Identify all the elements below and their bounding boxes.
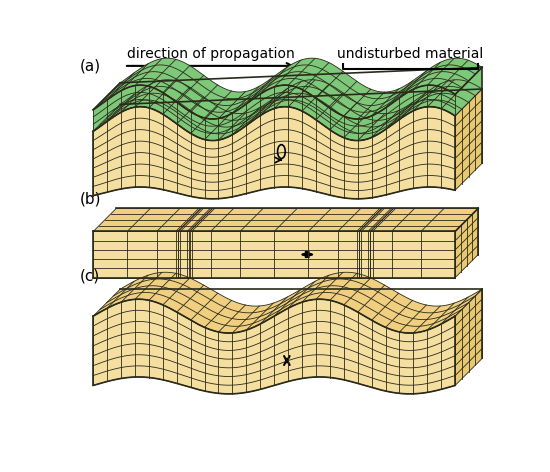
- Polygon shape: [94, 208, 478, 231]
- Text: (c): (c): [79, 268, 100, 283]
- Text: direction of propagation: direction of propagation: [127, 47, 295, 61]
- Polygon shape: [94, 80, 482, 141]
- Text: (a): (a): [79, 59, 101, 74]
- Polygon shape: [94, 107, 455, 199]
- Polygon shape: [94, 85, 455, 141]
- Polygon shape: [94, 272, 482, 333]
- Polygon shape: [94, 299, 455, 394]
- Polygon shape: [94, 231, 455, 278]
- Polygon shape: [455, 89, 482, 190]
- Text: (b): (b): [79, 192, 101, 207]
- Polygon shape: [94, 58, 482, 119]
- Polygon shape: [455, 208, 478, 278]
- Polygon shape: [455, 289, 482, 386]
- Text: undisturbed material: undisturbed material: [337, 47, 483, 61]
- Polygon shape: [455, 67, 482, 116]
